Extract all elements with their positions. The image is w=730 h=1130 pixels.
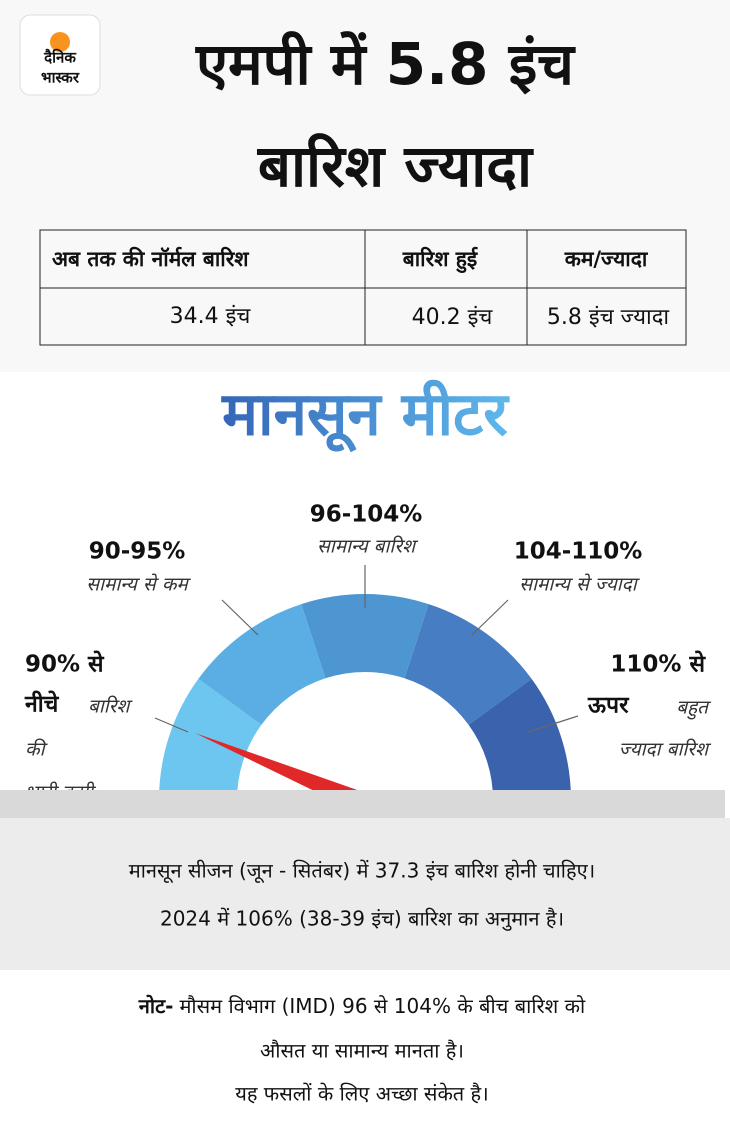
info-box bbox=[0, 818, 730, 970]
note-text: नोट- मौसम विभाग (IMD) 96 से 104% के बीच ब… bbox=[138, 994, 586, 1018]
info-text: 2024 में 106% (38-39 इंच) बारिश का अनुमा… bbox=[160, 907, 564, 932]
range-label: 90-95% bbox=[89, 539, 186, 565]
table-header: कम/ज्यादा bbox=[564, 247, 649, 271]
info-text: मानसून सीजन (जून - सितंबर) में 37.3 इंच … bbox=[129, 859, 596, 884]
range-desc: सामान्य से कम bbox=[86, 573, 191, 596]
leader bbox=[471, 599, 509, 636]
range-desc: सामान्य से ज्यादा bbox=[519, 573, 640, 596]
title: बारिश ज्यादा bbox=[257, 132, 534, 200]
table-header: अब तक की नॉर्मल बारिश bbox=[52, 246, 249, 271]
gauge-segment bbox=[198, 604, 326, 725]
note-text: औसत या सामान्य मानता है। bbox=[260, 1039, 464, 1063]
range-desc: ज्यादा बारिश bbox=[619, 738, 712, 761]
leader bbox=[527, 715, 579, 733]
range-desc: सामान्य बारिश bbox=[317, 535, 419, 558]
table-cell: 40.2 इंच bbox=[412, 305, 494, 330]
table-cell: 34.4 इंच bbox=[170, 304, 252, 329]
range-label: 96-104% bbox=[310, 502, 423, 528]
range-label: 110% से bbox=[610, 650, 706, 678]
range-desc: की bbox=[25, 738, 49, 761]
range-label: ऊपर bbox=[587, 693, 630, 719]
logo-text: भास्कर bbox=[41, 69, 80, 87]
range-desc: बहुत bbox=[676, 697, 712, 721]
range-label: 104-110% bbox=[514, 539, 643, 565]
note-text: यह फसलों के लिए अच्छा संकेत है। bbox=[235, 1082, 489, 1106]
gauge-segment bbox=[301, 594, 429, 679]
logo-text: दैनिक bbox=[43, 49, 77, 67]
leader bbox=[221, 599, 259, 636]
meter-title: मानसून मीटर bbox=[221, 380, 510, 453]
gauge-segment bbox=[468, 678, 571, 800]
range-desc: बारिश bbox=[88, 695, 133, 718]
table-header: बारिश हुई bbox=[402, 246, 479, 274]
gauge bbox=[159, 594, 571, 800]
table: अब तक की नॉर्मल बारिश बारिश हुई कम/ज्याद… bbox=[39, 229, 687, 346]
table-cell: 5.8 इंच ज्यादा bbox=[547, 305, 669, 330]
band bbox=[0, 790, 725, 818]
title: एमपी में 5.8 इंच bbox=[195, 30, 576, 98]
gauge-segment bbox=[404, 604, 532, 725]
note-label: नोट- bbox=[138, 994, 174, 1018]
note-line: मौसम विभाग (IMD) 96 से 104% के बीच बारिश… bbox=[179, 994, 586, 1018]
leader bbox=[154, 717, 189, 733]
range-label: नीचे bbox=[24, 690, 60, 718]
range-label: 90% से bbox=[25, 650, 105, 678]
logo: दैनिक भास्कर bbox=[19, 14, 101, 96]
